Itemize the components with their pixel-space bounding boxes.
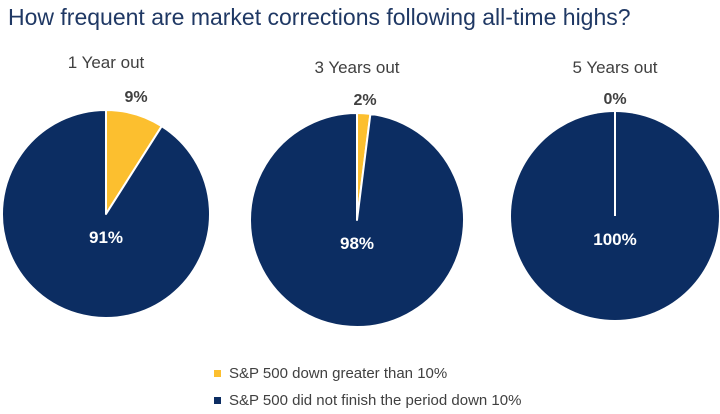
legend-label-down: S&P 500 down greater than 10% [229, 365, 448, 382]
legend-item-down: S&P 500 down greater than 10% [214, 360, 521, 387]
pie-title-3: 5 Years out [572, 58, 657, 77]
legend-label-not-down: S&P 500 did not finish the period down 1… [229, 392, 522, 409]
legend-swatch-not-down [214, 397, 221, 404]
pie-2-label-not-down: 98% [340, 234, 374, 253]
pie-3-label-not-down: 100% [593, 230, 636, 249]
legend-swatch-down [214, 370, 221, 377]
chart-title: How frequent are market corrections foll… [8, 4, 631, 30]
pie-title-1: 1 Year out [68, 53, 145, 72]
pie-1-label-not-down: 91% [89, 228, 123, 247]
pie-3-label-down: 0% [603, 91, 626, 108]
pie-title-2: 3 Years out [314, 58, 399, 77]
legend: S&P 500 down greater than 10% S&P 500 di… [214, 360, 521, 414]
pie-2-label-down: 2% [353, 92, 376, 109]
pie-1-label-down: 9% [124, 89, 147, 106]
legend-item-not-down: S&P 500 did not finish the period down 1… [214, 387, 521, 414]
